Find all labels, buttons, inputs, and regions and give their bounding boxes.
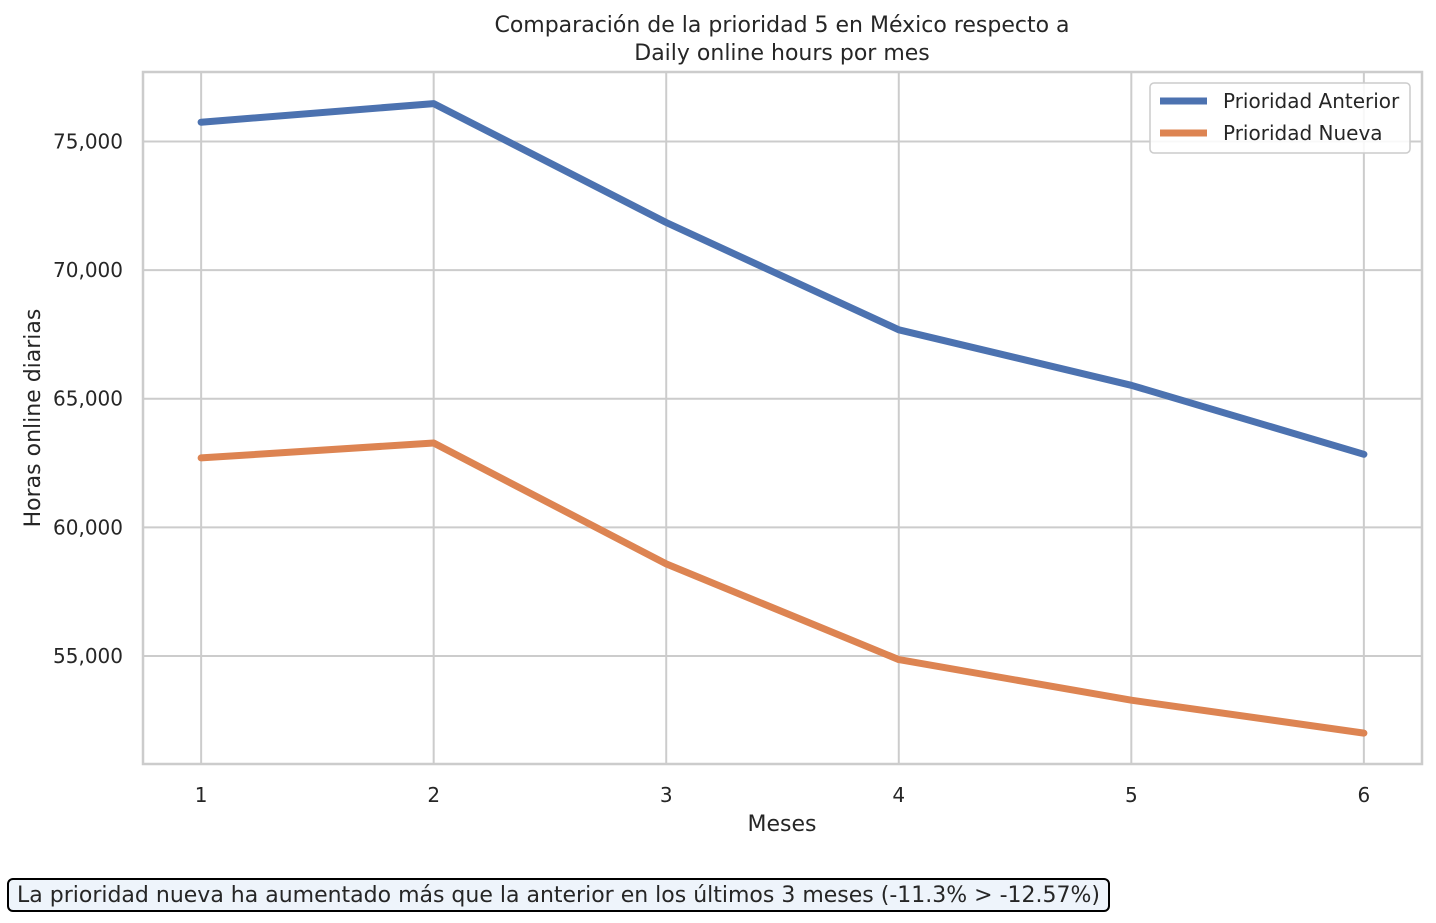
legend: Prioridad Anterior Prioridad Nueva xyxy=(1149,82,1411,154)
x-tick-labels: 1 2 3 4 5 6 xyxy=(195,783,1370,807)
series-line-prioridad-anterior xyxy=(197,100,1368,458)
grid-lines xyxy=(143,72,1422,764)
y-axis-label: Horas online diarias xyxy=(21,309,46,528)
series-line-prioridad-nueva xyxy=(197,439,1368,737)
x-axis-label: Meses xyxy=(748,812,817,837)
legend-label-prioridad-anterior: Prioridad Anterior xyxy=(1223,89,1400,113)
x-tick-label: 1 xyxy=(195,783,208,807)
x-tick-label: 6 xyxy=(1357,783,1370,807)
x-tick-label: 2 xyxy=(427,783,440,807)
x-tick-label: 4 xyxy=(892,783,905,807)
y-tick-labels: 55,000 60,000 65,000 70,000 75,000 xyxy=(53,129,123,667)
chart-title-line-2: Daily online hours por mes xyxy=(634,41,930,66)
y-tick-label: 55,000 xyxy=(53,644,123,668)
y-tick-label: 60,000 xyxy=(53,515,123,539)
chart-title-line-1: Comparación de la prioridad 5 en México … xyxy=(494,13,1069,38)
line-chart: Comparación de la prioridad 5 en México … xyxy=(21,13,1424,837)
series-lines xyxy=(197,100,1368,737)
x-tick-label: 3 xyxy=(660,783,673,807)
y-tick-label: 75,000 xyxy=(53,129,123,153)
x-tick-label: 5 xyxy=(1125,783,1138,807)
annotation-box: La prioridad nueva ha aumentado más que … xyxy=(7,878,1110,912)
y-tick-label: 65,000 xyxy=(53,387,123,411)
legend-box xyxy=(1149,82,1411,154)
y-tick-label: 70,000 xyxy=(53,258,123,282)
legend-label-prioridad-nueva: Prioridad Nueva xyxy=(1223,121,1383,145)
plot-frame xyxy=(141,70,1424,766)
